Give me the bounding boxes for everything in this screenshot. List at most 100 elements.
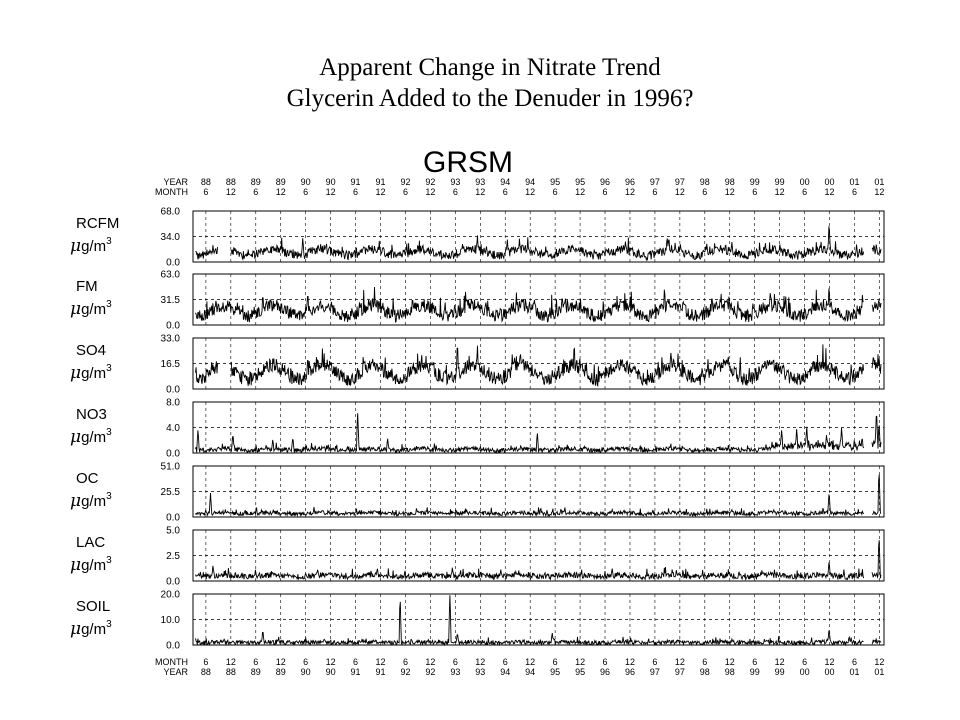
series-line-no3 [195, 413, 882, 455]
bottom-axis-month-tick: 12 [326, 657, 336, 667]
bottom-axis-year-tick: 00 [800, 667, 810, 677]
bottom-axis-year-tick: 95 [575, 667, 585, 677]
y-tick-label: 8.0 [166, 398, 180, 409]
bottom-axis-month-tick: 6 [852, 657, 857, 667]
title-line-1: Apparent Change in Nitrate Trend [319, 54, 661, 81]
top-axis-year-tick: 90 [326, 177, 336, 187]
top-axis-month-tick: 6 [203, 187, 208, 197]
unit-label: μg/m3 [70, 427, 112, 447]
top-axis-month-tick: 12 [825, 187, 835, 197]
top-axis-year-tick: 91 [351, 177, 361, 187]
bottom-axis-year-tick: 94 [500, 667, 510, 677]
top-axis-year-tick: 98 [700, 177, 710, 187]
y-tick-label: 16.5 [161, 359, 181, 370]
species-label: LAC [76, 534, 105, 551]
bottom-axis-month-tick: 12 [226, 657, 236, 667]
top-axis-month-tick: 12 [475, 187, 485, 197]
bottom-axis-month-tick: 12 [675, 657, 685, 667]
y-tick-label: 20.0 [161, 590, 181, 601]
unit-label: μg/m3 [70, 299, 112, 319]
y-tick-label: 0.0 [166, 321, 180, 332]
top-axis-year-tick: 92 [425, 177, 435, 187]
top-axis-month-tick: 6 [303, 187, 308, 197]
y-tick-label: 4.0 [166, 423, 180, 434]
y-tick-label: 31.5 [161, 295, 181, 306]
bottom-axis-year-tick: 97 [650, 667, 660, 677]
top-axis-year-tick: 89 [276, 177, 286, 187]
top-axis-year-tick: 90 [301, 177, 311, 187]
bottom-axis-year-tick: 88 [201, 667, 211, 677]
bottom-axis-month-tick: 12 [625, 657, 635, 667]
top-axis-year-tick: 96 [600, 177, 610, 187]
bottom-axis-year-tick: 89 [251, 667, 261, 677]
y-tick-label: 2.5 [166, 551, 180, 562]
bottom-axis-row-label: MONTH [155, 657, 188, 667]
bottom-axis-year-tick: 90 [326, 667, 336, 677]
bottom-axis-month-tick: 12 [775, 657, 785, 667]
top-axis-month-tick: 6 [752, 187, 757, 197]
y-tick-label: 51.0 [161, 462, 181, 473]
bottom-axis-year-tick: 91 [376, 667, 386, 677]
top-axis-row-label: MONTH [155, 187, 188, 197]
bottom-axis-month-tick: 12 [425, 657, 435, 667]
top-axis-year-tick: 95 [550, 177, 560, 187]
top-axis-year-tick: 91 [376, 177, 386, 187]
series-line-so4 [195, 344, 882, 388]
y-tick-label: 5.0 [166, 526, 180, 537]
series-line-lac [195, 540, 882, 581]
unit-label: μg/m3 [70, 491, 112, 511]
bottom-axis-year-tick: 92 [425, 667, 435, 677]
top-axis-year-tick: 97 [650, 177, 660, 187]
bottom-axis-month-tick: 6 [453, 657, 458, 667]
bottom-axis-year-tick: 99 [750, 667, 760, 677]
site-label: GRSM [423, 146, 513, 179]
top-axis-month-tick: 12 [276, 187, 286, 197]
y-tick-label: 25.5 [161, 487, 181, 498]
top-axis-month-tick: 6 [403, 187, 408, 197]
y-tick-label: 34.0 [161, 232, 181, 243]
top-axis-month-tick: 12 [326, 187, 336, 197]
top-axis-month-tick: 6 [852, 187, 857, 197]
top-axis-month-tick: 6 [802, 187, 807, 197]
bottom-axis-year-tick: 98 [725, 667, 735, 677]
top-axis-row-label: YEAR [163, 177, 188, 187]
bottom-axis-year-tick: 93 [450, 667, 460, 677]
bottom-axis-month-tick: 6 [203, 657, 208, 667]
bottom-axis-year-tick: 97 [675, 667, 685, 677]
bottom-axis-year-tick: 93 [475, 667, 485, 677]
series-line-oc [195, 474, 882, 518]
top-axis-month-tick: 6 [553, 187, 558, 197]
top-axis-month-tick: 6 [603, 187, 608, 197]
top-axis-year-tick: 98 [725, 177, 735, 187]
top-axis-year-tick: 96 [625, 177, 635, 187]
top-axis-year-tick: 00 [800, 177, 810, 187]
top-axis-year-tick: 99 [750, 177, 760, 187]
top-axis-year-tick: 93 [450, 177, 460, 187]
bottom-axis-month-tick: 6 [802, 657, 807, 667]
bottom-axis-month-tick: 6 [503, 657, 508, 667]
bottom-axis-month-tick: 12 [575, 657, 585, 667]
top-axis-month-tick: 12 [425, 187, 435, 197]
y-tick-label: 68.0 [161, 207, 181, 218]
bottom-axis-month-tick: 12 [525, 657, 535, 667]
bottom-axis-month-tick: 6 [303, 657, 308, 667]
y-tick-label: 10.0 [161, 615, 181, 626]
slide-title: Apparent Change in Nitrate Trend Glyceri… [0, 52, 960, 114]
y-tick-label: 0.0 [166, 641, 180, 652]
y-tick-label: 0.0 [166, 449, 180, 460]
y-tick-label: 63.0 [161, 270, 181, 281]
top-axis-month-tick: 6 [503, 187, 508, 197]
y-tick-label: 0.0 [166, 513, 180, 524]
bottom-axis-month-tick: 6 [652, 657, 657, 667]
top-axis-year-tick: 01 [849, 177, 859, 187]
bottom-axis-month-tick: 6 [353, 657, 358, 667]
bottom-axis-year-tick: 01 [874, 667, 884, 677]
bottom-axis-month-tick: 6 [553, 657, 558, 667]
unit-label: μg/m3 [70, 619, 112, 639]
top-axis-month-tick: 12 [525, 187, 535, 197]
y-tick-label: 0.0 [166, 258, 180, 269]
top-axis-year-tick: 00 [825, 177, 835, 187]
bottom-axis-row-label: YEAR [163, 667, 188, 677]
top-axis-month-tick: 12 [874, 187, 884, 197]
